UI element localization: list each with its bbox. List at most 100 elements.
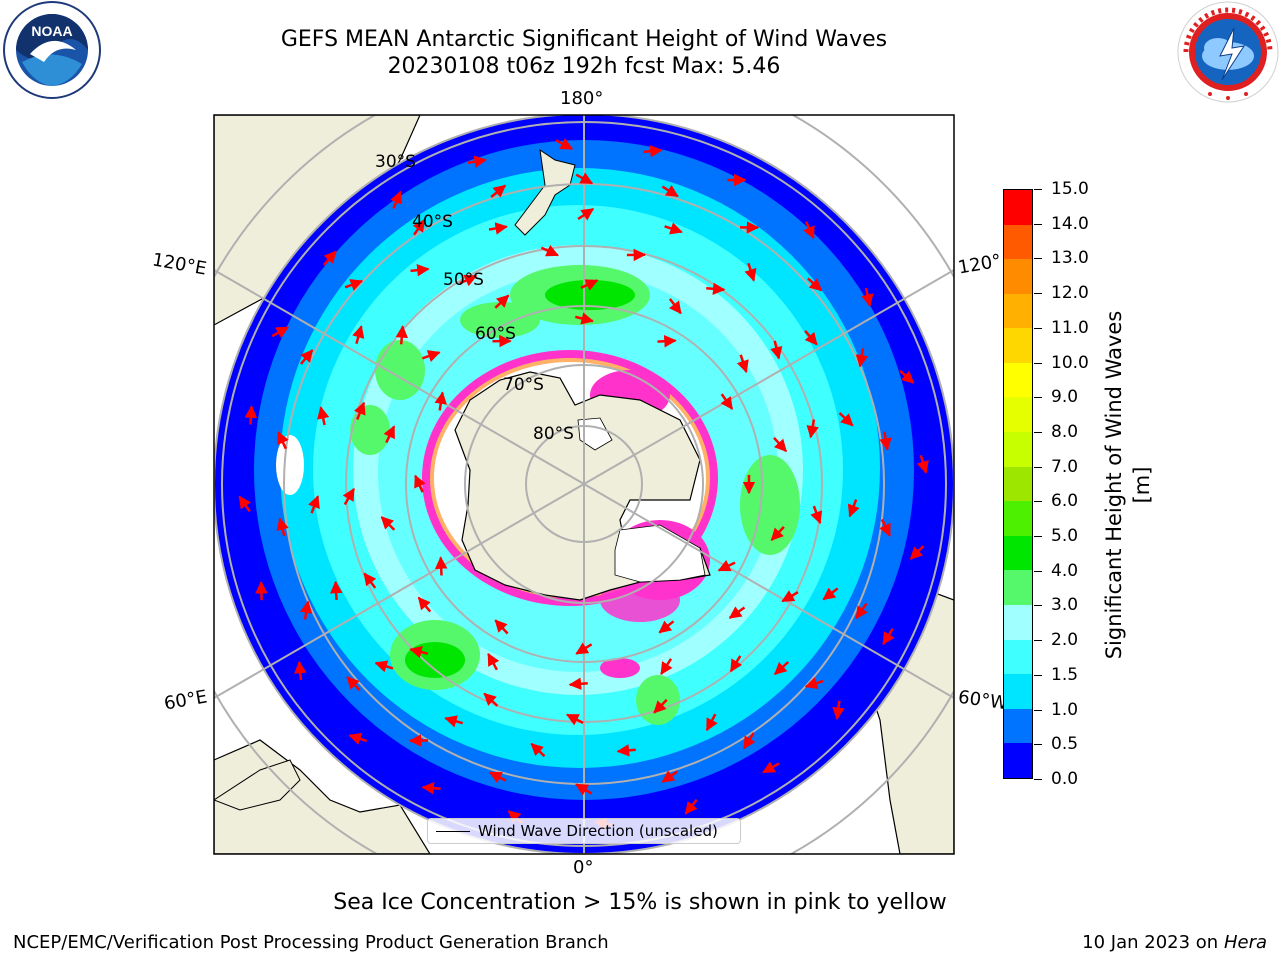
- wind-wave-arrow: [329, 580, 343, 601]
- wind-wave-arrow: [577, 207, 595, 221]
- wind-wave-arrow: [434, 556, 448, 576]
- wind-wave-arrow: [580, 279, 599, 291]
- wind-wave-arrow: [668, 298, 682, 315]
- svg-text:NOAA: NOAA: [31, 23, 72, 39]
- wind-wave-arrow: [855, 348, 869, 368]
- wind-wave-arrow: [661, 184, 679, 198]
- colorbar-band: [1004, 432, 1032, 467]
- colorbar-band: [1004, 224, 1032, 260]
- latitude-label-40s: 40°S: [412, 212, 453, 232]
- wind-wave-arrow: [238, 495, 251, 513]
- wind-wave-arrow: [804, 329, 818, 346]
- wind-wave-arrow: [575, 172, 594, 185]
- footer-host: Hera: [1223, 932, 1267, 953]
- wind-wave-arrow: [352, 325, 365, 345]
- wind-wave-arrow: [299, 349, 314, 365]
- wind-wave-arrow: [729, 655, 743, 673]
- wind-wave-arrow: [459, 274, 478, 287]
- colorbar-title: Significant Height of Wind Waves [m]: [1102, 310, 1154, 660]
- latitude-label-50s: 50°S: [443, 270, 484, 290]
- latitude-label-60s: 60°S: [475, 324, 516, 344]
- wind-wave-arrow: [575, 642, 593, 655]
- wind-wave-arrow: [383, 425, 396, 444]
- colorbar-band: [1004, 708, 1032, 744]
- wind-wave-arrow: [616, 744, 636, 757]
- wind-wave-arrow: [380, 516, 396, 531]
- wind-wave-arrow: [657, 334, 677, 348]
- colorbar-tick: [1034, 466, 1042, 468]
- colorbar-band: [1004, 535, 1032, 571]
- meridian-label-180: 180°: [560, 88, 604, 109]
- colorbar-tick: [1034, 779, 1042, 780]
- wind-wave-arrow: [490, 184, 507, 198]
- wind-wave-arrow: [832, 700, 845, 721]
- colorbar-tick-label: 9.0: [1051, 387, 1079, 408]
- wind-wave-arrow: [276, 517, 289, 537]
- wind-wave-arrow: [555, 138, 573, 150]
- wind-wave-arrow: [244, 405, 258, 425]
- wind-wave-arrow: [317, 406, 330, 426]
- colorbar-band: [1004, 501, 1032, 536]
- wind-wave-arrow: [810, 505, 823, 525]
- nws-logo: [1177, 1, 1279, 103]
- wind-wave-arrow: [363, 572, 377, 589]
- wind-wave-arrow: [916, 454, 929, 474]
- latitude-label-80s: 80°S: [533, 424, 574, 444]
- colorbar-tick-label: 1.0: [1051, 699, 1079, 720]
- wind-wave-arrow: [660, 658, 673, 675]
- wind-wave-arrow: [575, 783, 593, 796]
- colorbar-tick: [1034, 640, 1042, 642]
- colorbar-band: [1004, 570, 1032, 605]
- wind-wave-arrow: [653, 698, 668, 714]
- colorbar-band: [1004, 362, 1032, 398]
- colorbar-tick-label: 1.5: [1051, 664, 1079, 685]
- wind-wave-arrow: [374, 660, 394, 673]
- wind-wave-arrow: [807, 277, 823, 292]
- colorbar-tick-label: 2.0: [1051, 630, 1079, 651]
- colorbar-tick: [1034, 570, 1042, 572]
- colorbar-tick: [1034, 501, 1042, 503]
- wind-wave-arrow: [803, 221, 815, 240]
- legend-label: Wind Wave Direction (unscaled): [478, 822, 718, 840]
- colorbar-band: [1004, 674, 1032, 709]
- wind-wave-arrow: [395, 325, 408, 345]
- colorbar-tick-label: 7.0: [1051, 456, 1079, 477]
- wind-wave-arrow: [294, 660, 307, 681]
- colorbar-tick: [1034, 709, 1042, 711]
- colorbar-tick-label: 4.0: [1051, 560, 1079, 581]
- caption: Sea Ice Concentration > 15% is shown in …: [333, 890, 947, 915]
- wind-wave-arrow: [879, 518, 891, 537]
- wind-wave-arrow: [494, 294, 510, 309]
- colorbar-tick: [1034, 293, 1042, 295]
- colorbar-tick: [1034, 744, 1042, 746]
- colorbar-band: [1004, 743, 1032, 778]
- colorbar-tick-label: 14.0: [1051, 213, 1089, 234]
- wind-wave-arrow: [658, 620, 675, 634]
- wind-wave-arrow: [575, 312, 594, 325]
- new-zealand-landmass: [514, 148, 576, 236]
- wind-wave-arrow: [664, 222, 683, 235]
- wind-wave-arrow: [822, 587, 839, 601]
- wind-wave-arrow: [743, 732, 756, 750]
- colorbar-tick: [1034, 397, 1042, 399]
- colorbar-tick: [1034, 327, 1042, 329]
- wind-wave-arrow: [412, 218, 426, 236]
- wind-wave-arrow: [847, 499, 860, 518]
- wind-wave-arrow: [882, 628, 895, 646]
- colorbar-tick: [1034, 189, 1042, 190]
- wind-wave-arrow: [353, 401, 366, 420]
- wind-wave-arrow: [804, 677, 824, 690]
- wind-wave-arrow: [565, 713, 584, 726]
- wind-wave-arrow: [728, 606, 746, 619]
- colorbar-tick-label: 13.0: [1051, 248, 1089, 269]
- wind-wave-arrow: [717, 559, 736, 572]
- map-legend: Wind Wave Direction (unscaled): [427, 818, 741, 844]
- footer-date: 10 Jan 2023 on Hera: [1082, 932, 1267, 953]
- wind-wave-arrow: [773, 661, 790, 676]
- wind-wave-arrow: [255, 580, 268, 601]
- footer-date-text: 10 Jan 2023 on: [1082, 932, 1224, 953]
- wind-wave-arrow: [684, 798, 698, 815]
- wind-wave-arrow: [661, 770, 678, 783]
- colorbar-band: [1004, 639, 1032, 675]
- wind-wave-arrow: [568, 677, 588, 690]
